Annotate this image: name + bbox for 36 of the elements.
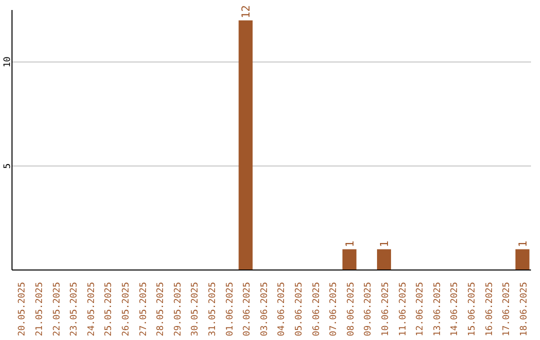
y-tick-label: 5: [3, 163, 13, 169]
x-tick-label: 22.05.2025: [52, 282, 62, 336]
data-label: 1: [516, 240, 530, 248]
x-tick-label: 06.06.2025: [312, 282, 322, 336]
x-tick-label: 03.06.2025: [260, 282, 270, 336]
x-tick-label: 21.05.2025: [34, 282, 45, 336]
x-tick-label: 02.06.2025: [242, 282, 253, 336]
x-tick-label: 15.06.2025: [467, 282, 478, 336]
x-tick-label: 17.06.2025: [502, 282, 512, 336]
data-label: 1: [378, 240, 392, 248]
x-tick-label: 20.05.2025: [18, 282, 28, 336]
x-tick-label: 01.06.2025: [225, 282, 236, 336]
x-tick-label: 25.05.2025: [104, 282, 114, 336]
x-tick-label: 13.06.2025: [432, 282, 443, 336]
x-tick-label: 26.05.2025: [121, 282, 132, 336]
data-label: 12: [240, 5, 253, 18]
x-tick-label: 16.06.2025: [484, 282, 495, 336]
x-tick-label: 31.05.2025: [208, 282, 218, 336]
x-tick-label: 04.06.2025: [277, 282, 288, 336]
x-tick-label: 30.05.2025: [190, 282, 201, 336]
x-tick-label: 24.05.2025: [86, 282, 97, 336]
x-tick-label: 29.05.2025: [173, 282, 184, 336]
x-tick-label: 08.06.2025: [346, 282, 356, 336]
x-tick-label: 14.06.2025: [450, 282, 460, 336]
x-tick-label: 27.05.2025: [138, 282, 149, 336]
x-tick-label: 18.06.2025: [519, 282, 530, 336]
data-label: 1: [343, 240, 356, 248]
y-tick-label: 10: [3, 56, 13, 68]
x-tick-label: 07.06.2025: [329, 282, 340, 336]
x-tick-label: 11.06.2025: [398, 282, 408, 336]
x-tick-label: 05.06.2025: [294, 282, 304, 336]
x-tick-label: 23.05.2025: [70, 282, 80, 336]
x-tick-label: 28.05.2025: [156, 282, 166, 336]
x-tick-label: 12.06.2025: [416, 282, 426, 336]
x-tick-label: 09.06.2025: [364, 282, 374, 336]
x-tick-label: 10.06.2025: [380, 282, 391, 336]
